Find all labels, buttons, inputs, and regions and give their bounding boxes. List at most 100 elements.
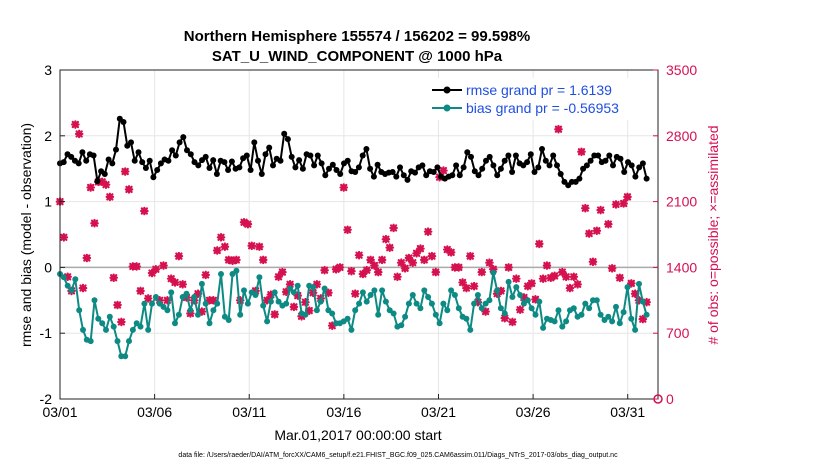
rmse-point	[247, 167, 254, 173]
rmse-point	[490, 162, 497, 169]
obs-marker	[569, 272, 579, 282]
rmse-point	[236, 164, 243, 171]
obs-marker	[508, 317, 517, 327]
rmse-point	[206, 165, 213, 171]
obs-marker	[423, 227, 433, 236]
rmse-point	[157, 160, 164, 167]
bias-point	[168, 289, 175, 296]
rmse-point	[374, 161, 381, 168]
rmse-point	[135, 149, 142, 156]
obs-marker	[140, 206, 149, 216]
rmse-point	[632, 173, 639, 180]
obs-marker	[485, 258, 494, 267]
obs-marker	[557, 267, 567, 277]
obs-marker	[82, 253, 92, 263]
bias-point	[367, 292, 374, 298]
rmse-point	[468, 153, 474, 160]
chart-subtitle: SAT_U_WIND_COMPONENT @ 1000 hPa	[212, 48, 503, 65]
rmse-point	[460, 164, 467, 171]
rmse-point	[131, 157, 138, 164]
obs-marker	[174, 251, 184, 261]
rmse-point	[400, 172, 407, 179]
bias-point	[471, 300, 478, 307]
bias-point	[106, 313, 113, 320]
obs-marker	[584, 229, 594, 238]
rmse-point	[453, 162, 460, 169]
bias-point	[436, 320, 443, 327]
obs-marker	[408, 258, 418, 267]
rmse-point	[531, 169, 538, 175]
rmse-point	[483, 157, 489, 164]
obs-marker	[393, 272, 402, 282]
obs-marker	[212, 246, 222, 255]
obs-marker	[339, 183, 349, 192]
obs-marker	[619, 199, 628, 208]
bias-point	[628, 315, 635, 322]
bias-point	[624, 284, 631, 291]
rmse-point	[213, 171, 220, 177]
obs-marker	[596, 205, 605, 215]
rmse-point	[169, 147, 176, 154]
obs-marker	[362, 265, 372, 275]
rmse-point	[322, 172, 329, 179]
bias-point	[103, 326, 109, 333]
rmse-point	[187, 151, 194, 158]
rmse-point	[430, 169, 437, 175]
obs-marker	[113, 300, 122, 310]
bias-point	[609, 318, 616, 325]
bias-point	[321, 285, 328, 292]
x-tick-label: 03/06	[137, 404, 172, 420]
bias-point	[271, 289, 278, 296]
rmse-point	[501, 157, 508, 164]
bias-point	[356, 300, 363, 307]
rmse-point	[314, 152, 321, 159]
y-tick-label-right: 2100	[666, 194, 697, 210]
bias-point	[126, 338, 132, 345]
obs-marker	[630, 289, 640, 299]
y-tick-label-right: 2800	[666, 128, 697, 144]
bias-point	[570, 305, 577, 312]
obs-marker	[270, 310, 280, 319]
bias-point	[237, 311, 244, 318]
rmse-point	[307, 152, 314, 159]
obs-marker	[320, 265, 329, 275]
obs-marker	[105, 192, 115, 202]
obs-marker	[136, 286, 145, 296]
x-axis: 03/01 03/06 03/11 03/16 03/21 03/26 03/31	[42, 394, 645, 420]
bias-point	[283, 300, 290, 307]
obs-marker	[477, 267, 487, 277]
obs-marker	[343, 225, 352, 235]
bias-point	[524, 297, 531, 304]
y-tick-label-right: 0	[666, 391, 674, 407]
obs-marker	[573, 280, 582, 289]
rmse-point	[281, 130, 288, 137]
bias-point	[402, 313, 409, 320]
rmse-point	[456, 172, 463, 179]
legend-bias-marker	[443, 104, 451, 112]
bias-point	[287, 285, 294, 292]
rmse-point	[318, 160, 325, 167]
rmse-point	[542, 157, 549, 164]
rmse-point	[389, 169, 396, 175]
y-axis-label: rmse and bias (model - observation)	[18, 123, 34, 347]
rmse-point	[475, 172, 482, 179]
bias-point	[421, 287, 428, 294]
rmse-point	[471, 168, 478, 175]
rmse-point	[288, 153, 295, 160]
bias-point	[643, 311, 650, 318]
bias-point	[302, 311, 309, 318]
bias-point	[91, 297, 98, 304]
rmse-point	[546, 162, 553, 169]
legend: rmse grand pr = 1.6139 bias grand pr = -…	[428, 78, 656, 120]
bias-point	[555, 307, 562, 314]
obs-marker	[166, 274, 176, 283]
obs-marker	[400, 264, 410, 273]
bias-point	[95, 315, 102, 322]
rmse-point	[434, 164, 441, 171]
rmse-point	[165, 157, 172, 164]
bias-point	[551, 318, 558, 325]
rmse-point	[509, 169, 516, 175]
rmse-point	[109, 160, 116, 167]
obs-marker	[381, 234, 391, 244]
